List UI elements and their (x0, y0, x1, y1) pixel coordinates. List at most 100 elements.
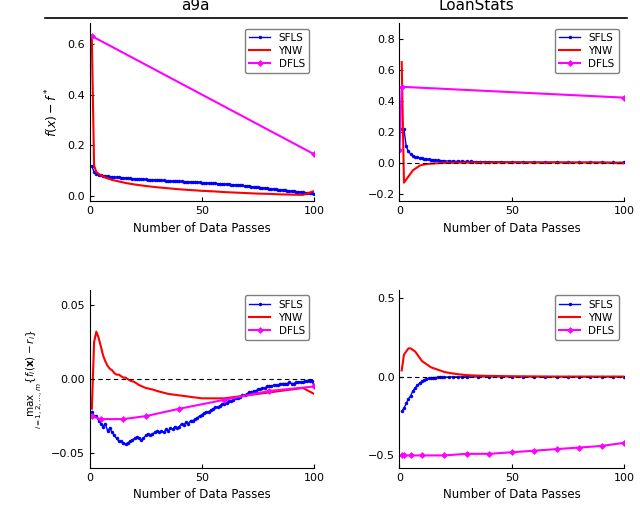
Line: SFLS: SFLS (400, 375, 626, 413)
YNW (440, 369, 448, 375)
SFLS (497, 373, 504, 380)
SFLS (449, 158, 457, 164)
SFLS (531, 159, 538, 165)
YNW (531, 160, 538, 166)
SFLS (420, 377, 428, 383)
YNW (620, 373, 628, 380)
YNW (142, 385, 150, 391)
YNW (427, 161, 435, 167)
Y-axis label: $f(x) - f^*$: $f(x) - f^*$ (44, 87, 61, 137)
SFLS (436, 374, 444, 380)
SFLS (412, 385, 419, 391)
YNW (485, 160, 493, 166)
YNW (115, 371, 123, 378)
YNW (108, 177, 116, 183)
SFLS (205, 409, 212, 415)
SFLS (398, 125, 406, 132)
DFLS (266, 388, 273, 394)
SFLS (422, 376, 430, 382)
SFLS (553, 373, 561, 380)
SFLS (299, 189, 307, 196)
YNW (175, 186, 183, 192)
YNW (436, 160, 444, 166)
Line: SFLS: SFLS (90, 379, 316, 446)
YNW (310, 391, 318, 397)
Line: SFLS: SFLS (90, 164, 316, 196)
Legend: SFLS, YNW, DFLS: SFLS, YNW, DFLS (245, 29, 309, 73)
YNW (299, 385, 307, 391)
YNW (232, 189, 239, 196)
SFLS (425, 157, 433, 163)
SFLS (586, 373, 594, 380)
SFLS (425, 375, 433, 381)
YNW (111, 370, 118, 376)
YNW (403, 348, 410, 355)
YNW (148, 386, 156, 393)
YNW (164, 185, 172, 191)
YNW (106, 176, 114, 182)
SFLS (142, 432, 150, 438)
YNW (575, 373, 583, 380)
DFLS (120, 416, 127, 422)
Legend: SFLS, YNW, DFLS: SFLS, YNW, DFLS (555, 295, 619, 340)
Line: YNW: YNW (92, 332, 314, 409)
YNW (422, 361, 430, 367)
Text: LoanStats: LoanStats (439, 0, 515, 13)
YNW (153, 184, 161, 190)
YNW (117, 373, 125, 379)
SFLS (416, 380, 424, 386)
SFLS (131, 176, 138, 182)
YNW (409, 167, 417, 174)
YNW (458, 372, 466, 378)
SFLS (413, 154, 421, 161)
YNW (102, 358, 109, 365)
YNW (310, 188, 318, 194)
YNW (431, 160, 439, 166)
YNW (598, 160, 605, 166)
YNW (407, 170, 415, 176)
DFLS (553, 446, 561, 452)
SFLS (467, 159, 475, 165)
Line: DFLS: DFLS (90, 384, 317, 422)
SFLS (404, 148, 412, 154)
YNW (106, 366, 114, 372)
YNW (418, 162, 426, 168)
SFLS (519, 159, 527, 165)
SFLS (474, 374, 482, 380)
Line: YNW: YNW (402, 62, 624, 183)
YNW (209, 188, 217, 194)
YNW (97, 343, 105, 349)
YNW (299, 192, 307, 198)
SFLS (438, 158, 446, 164)
DFLS (485, 451, 493, 457)
Line: DFLS: DFLS (399, 440, 627, 458)
SFLS (609, 159, 616, 165)
YNW (431, 366, 439, 372)
YNW (198, 395, 205, 401)
SFLS (620, 373, 628, 380)
YNW (452, 160, 460, 166)
YNW (422, 161, 430, 167)
YNW (88, 406, 96, 412)
YNW (407, 345, 415, 352)
DFLS (398, 452, 406, 459)
DFLS (400, 452, 408, 459)
YNW (413, 352, 421, 358)
SFLS (440, 158, 448, 164)
YNW (90, 163, 98, 169)
SFLS (88, 163, 96, 170)
YNW (113, 178, 120, 184)
YNW (254, 391, 262, 397)
X-axis label: Number of Data Passes: Number of Data Passes (133, 488, 271, 501)
SFLS (445, 158, 452, 164)
SFLS (575, 159, 583, 165)
X-axis label: Number of Data Passes: Number of Data Passes (443, 222, 580, 235)
YNW (398, 367, 406, 373)
YNW (221, 189, 228, 195)
YNW (126, 180, 134, 187)
SFLS (400, 126, 408, 133)
SFLS (310, 190, 318, 197)
YNW (175, 392, 183, 398)
YNW (454, 371, 461, 378)
SFLS (531, 373, 538, 380)
